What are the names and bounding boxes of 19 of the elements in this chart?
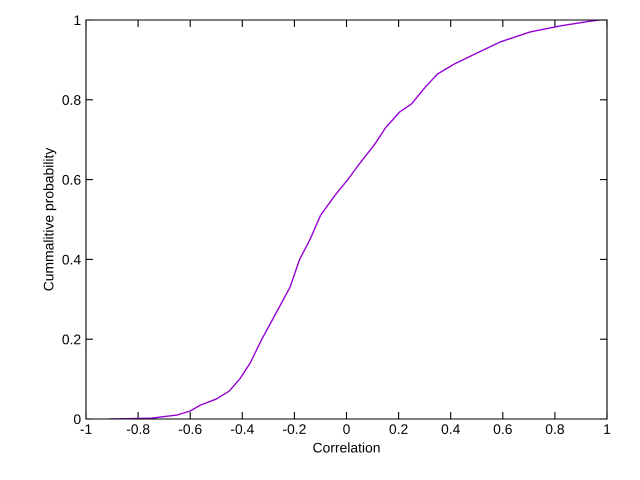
x-tick-label: 0.4	[442, 424, 460, 434]
y-tick-label: 0	[74, 414, 81, 424]
x-tick-label: 0	[343, 424, 350, 434]
y-axis-title: Cummalitive probability	[43, 148, 56, 291]
y-tick-label: 1	[74, 15, 80, 26]
x-tick-label: -0.4	[230, 424, 254, 434]
y-tick-label: 0.8	[62, 95, 81, 105]
x-tick-label: -0.2	[283, 424, 306, 434]
y-tick-label: 0.4	[62, 254, 81, 265]
x-tick-label: 0.8	[546, 424, 564, 434]
x-axis-title: Correlation	[313, 442, 380, 453]
x-tick-label: -1	[80, 424, 92, 434]
y-tick-label: 0.6	[62, 174, 81, 185]
x-tick-label: 0.2	[389, 424, 408, 434]
x-tick-label: 0.6	[494, 424, 512, 434]
x-tick-label: 1	[604, 424, 610, 434]
x-tick-label: -0.6	[178, 424, 202, 434]
x-tick-label: -0.8	[126, 424, 150, 434]
y-tick-label: 0.2	[62, 334, 80, 344]
